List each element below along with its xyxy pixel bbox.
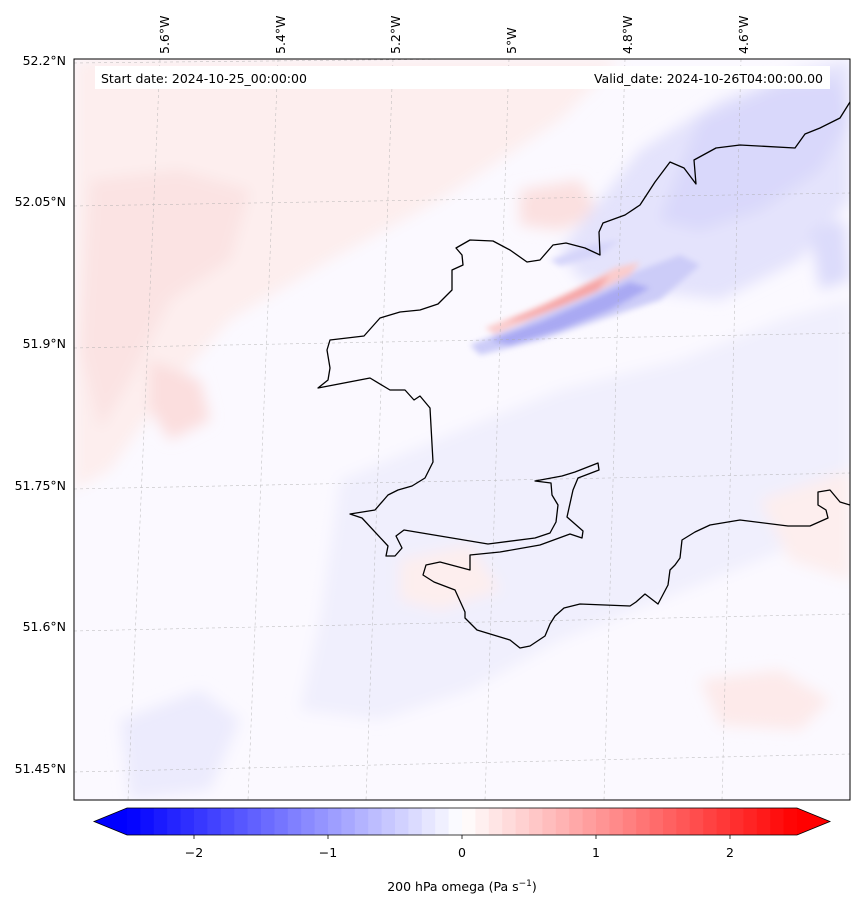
colorbar-step <box>783 808 798 835</box>
colorbar-step <box>207 808 222 835</box>
colorbar-title-end: ) <box>532 879 537 894</box>
colorbar-step <box>368 808 382 835</box>
colorbar-title-sup: −1 <box>519 879 532 889</box>
colorbar-step <box>636 808 650 835</box>
lon-label: 5.2°W <box>388 16 403 55</box>
lon-label: 4.8°W <box>620 16 635 55</box>
colorbar-tick-label: −1 <box>319 845 337 860</box>
colorbar-step <box>703 808 717 835</box>
colorbar-step <box>448 808 463 835</box>
colorbar-extend-high <box>797 808 830 835</box>
colorbar-step <box>502 808 516 835</box>
colorbar-step <box>408 808 423 835</box>
colorbar-step <box>596 808 610 835</box>
colorbar-steps <box>127 808 798 835</box>
colorbar-step <box>194 808 208 835</box>
colorbar-tick-label: 1 <box>592 845 600 860</box>
colorbar-step <box>730 808 744 835</box>
start-date-text: Start date: 2024-10-25_00:00:00 <box>101 71 307 86</box>
colorbar-tick-label: 2 <box>726 845 734 860</box>
colorbar-step <box>676 808 691 835</box>
info-box <box>95 66 830 89</box>
colorbar-step <box>488 808 503 835</box>
lat-label: 52.2°N <box>23 53 66 68</box>
colorbar-step <box>622 808 637 835</box>
lon-label: 5.4°W <box>273 16 288 55</box>
colorbar-title-main: 200 hPa omega (Pa s <box>387 879 518 894</box>
colorbar-step <box>127 808 141 835</box>
colorbar-step <box>328 808 342 835</box>
colorbar-step <box>261 808 275 835</box>
colorbar-step <box>153 808 168 835</box>
colorbar-outline <box>92 807 832 836</box>
latitude-labels: 52.2°N 52.05°N 51.9°N 51.75°N 51.6°N 51.… <box>15 53 66 776</box>
colorbar-step <box>515 808 530 835</box>
colorbar-title: 200 hPa omega (Pa s−1) <box>387 879 537 894</box>
colorbar-step <box>247 808 262 835</box>
longitude-labels: 5.6°W 5.4°W 5.2°W 5°W 4.8°W 4.6°W <box>157 16 751 55</box>
colorbar-step <box>287 808 302 835</box>
colorbar-step <box>274 808 289 835</box>
colorbar-step <box>180 808 195 835</box>
colorbar-step <box>220 808 235 835</box>
colorbar-step <box>314 808 329 835</box>
colorbar-step <box>569 808 583 835</box>
colorbar-step <box>542 808 557 835</box>
lat-label: 52.05°N <box>15 194 66 209</box>
colorbar-step <box>341 808 356 835</box>
colorbar-step <box>301 808 315 835</box>
lon-label: 5.6°W <box>157 16 172 55</box>
valid-date-text: Valid_date: 2024-10-26T04:00:00.00 <box>594 71 823 86</box>
colorbar-step <box>381 808 396 835</box>
colorbar-extend-low <box>94 808 127 835</box>
lat-label: 51.75°N <box>15 478 66 493</box>
lon-label: 5°W <box>504 27 519 54</box>
colorbar-step <box>234 808 248 835</box>
colorbar-step <box>716 808 731 835</box>
colorbar-step <box>462 808 476 835</box>
colorbar-step <box>140 808 155 835</box>
lat-label: 51.45°N <box>15 761 66 776</box>
colorbar-step <box>743 808 758 835</box>
coastline <box>317 101 850 649</box>
colorbar-step <box>756 808 771 835</box>
colorbar-tick-label: −2 <box>185 845 203 860</box>
colorbar-step <box>475 808 490 835</box>
colorbar-step <box>529 808 543 835</box>
graticule <box>74 59 850 800</box>
colorbar-step <box>663 808 677 835</box>
lon-label: 4.6°W <box>736 16 751 55</box>
colorbar-step <box>689 808 704 835</box>
colorbar-step <box>555 808 570 835</box>
lat-label: 51.9°N <box>23 336 66 351</box>
colorbar-step <box>582 808 597 835</box>
colorbar-step <box>167 808 181 835</box>
colorbar-step <box>649 808 664 835</box>
colorbar-step <box>395 808 409 835</box>
colorbar-step <box>354 808 369 835</box>
map-frame <box>73 58 851 801</box>
colorbar-ticks <box>193 835 731 839</box>
colorbar: −2 −1 0 1 2 200 hPa omega (Pa s−1) <box>92 807 832 894</box>
omega-field <box>74 59 850 800</box>
lat-label: 51.6°N <box>23 619 66 634</box>
colorbar-step <box>770 808 784 835</box>
colorbar-step <box>609 808 624 835</box>
colorbar-step <box>435 808 449 835</box>
colorbar-step <box>421 808 436 835</box>
colorbar-tick-label: 0 <box>458 845 466 860</box>
